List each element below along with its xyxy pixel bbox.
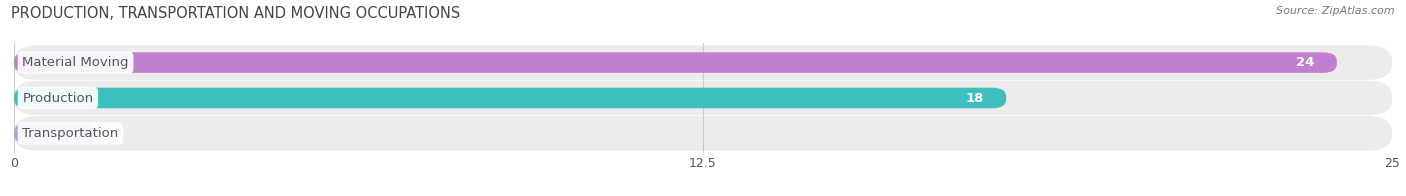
FancyBboxPatch shape (14, 123, 97, 144)
Text: Production: Production (22, 92, 93, 104)
FancyBboxPatch shape (14, 116, 1392, 151)
Text: 0: 0 (114, 127, 122, 140)
Text: 24: 24 (1296, 56, 1315, 69)
FancyBboxPatch shape (14, 81, 1392, 115)
Text: PRODUCTION, TRANSPORTATION AND MOVING OCCUPATIONS: PRODUCTION, TRANSPORTATION AND MOVING OC… (11, 6, 461, 21)
Text: Material Moving: Material Moving (22, 56, 129, 69)
FancyBboxPatch shape (14, 52, 1337, 73)
FancyBboxPatch shape (14, 88, 1007, 108)
FancyBboxPatch shape (14, 45, 1392, 80)
Text: Source: ZipAtlas.com: Source: ZipAtlas.com (1277, 6, 1395, 16)
Text: Transportation: Transportation (22, 127, 118, 140)
Text: 18: 18 (966, 92, 984, 104)
